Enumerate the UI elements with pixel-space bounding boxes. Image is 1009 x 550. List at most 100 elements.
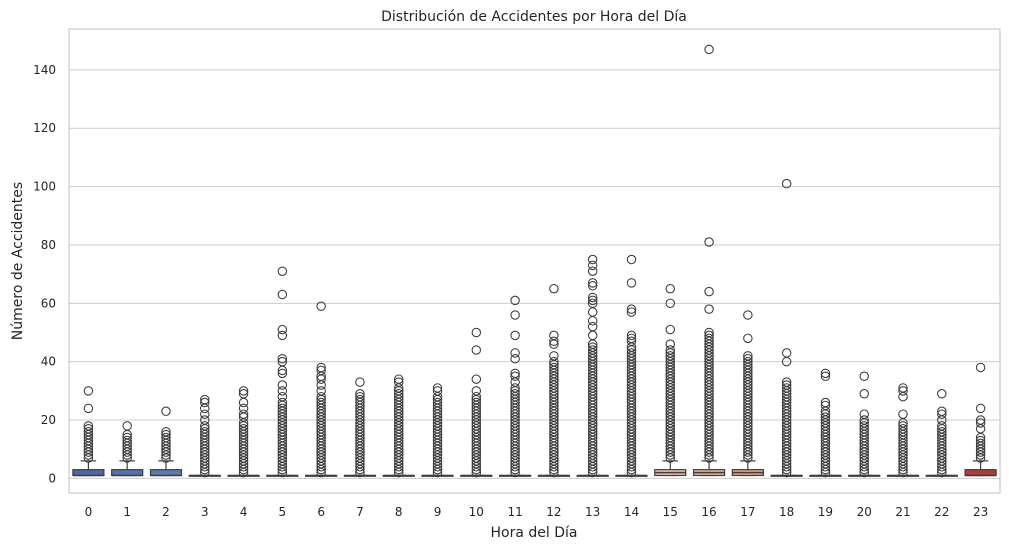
y-tick-label: 60: [41, 296, 56, 310]
outlier-point: [549, 461, 559, 472]
outlier-point: [200, 397, 210, 408]
outlier-point: [704, 453, 714, 463]
box: [72, 469, 105, 477]
box-group-hour-8: [382, 374, 415, 478]
box: [964, 469, 997, 477]
box-group-hour-19: [809, 368, 842, 478]
outlier-point: [161, 453, 171, 463]
box-series: [72, 44, 997, 478]
outlier-point: [471, 345, 482, 355]
chart-title: Distribución de Accidentes por Hora del …: [381, 9, 687, 25]
outlier-point: [238, 467, 249, 478]
outlier-point: [975, 403, 986, 414]
outlier-point: [587, 330, 598, 341]
outlier-point: [626, 461, 637, 472]
outlier-point: [898, 467, 908, 478]
box-group-hour-22: [925, 389, 958, 478]
box-group-hour-18: [770, 178, 803, 478]
x-tick-label: 3: [201, 505, 209, 519]
x-tick-label: 23: [973, 505, 988, 519]
box-group-hour-0: [72, 386, 105, 477]
outlier-point: [665, 447, 676, 457]
outlier-point: [743, 453, 753, 463]
x-tick-label: 9: [434, 505, 442, 519]
x-tick-label: 0: [85, 505, 93, 519]
box-group-hour-20: [848, 371, 881, 478]
outlier-point: [898, 464, 908, 475]
outlier-point: [937, 464, 947, 475]
outlier-point: [743, 450, 753, 460]
outlier-point: [549, 339, 559, 349]
outlier-point: [898, 409, 908, 419]
box-group-hour-7: [343, 377, 377, 478]
outlier-point: [122, 450, 132, 460]
outlier-point: [937, 461, 947, 472]
outlier-point: [665, 298, 676, 309]
outlier-point: [432, 464, 443, 475]
outlier-point: [238, 464, 249, 475]
outlier-point: [626, 307, 637, 317]
outlier-point: [665, 283, 676, 294]
outlier-point: [238, 386, 249, 396]
outlier-point: [316, 467, 326, 478]
outlier-point: [665, 450, 676, 460]
outlier-point: [587, 281, 598, 291]
outlier-point: [898, 386, 908, 396]
outlier-point: [510, 464, 520, 475]
box-group-hour-16: [692, 44, 726, 477]
outlier-point: [277, 289, 288, 300]
box-group-hour-9: [421, 383, 454, 478]
outlier-point: [859, 464, 869, 475]
outlier-point: [587, 254, 598, 265]
outlier-point: [665, 324, 676, 335]
x-tick-label: 1: [123, 505, 131, 519]
outlier-point: [587, 266, 598, 276]
outlier-point: [549, 283, 559, 294]
outlier-point: [277, 368, 288, 379]
outlier-point: [743, 310, 753, 320]
outlier-point: [820, 464, 831, 475]
outlier-point: [277, 266, 288, 276]
outlier-point: [200, 467, 210, 478]
outlier-point: [743, 447, 753, 457]
x-tick-label: 5: [279, 505, 287, 519]
outlier-point: [975, 424, 986, 434]
outlier-point: [161, 447, 171, 457]
x-tick-label: 20: [857, 505, 872, 519]
outlier-point: [859, 371, 869, 382]
outlier-point: [626, 464, 637, 475]
outlier-point: [277, 467, 288, 478]
outlier-point: [510, 348, 520, 358]
x-tick-label: 8: [395, 505, 403, 519]
x-tick-label: 19: [818, 505, 833, 519]
y-tick-label: 20: [41, 413, 56, 427]
x-tick-label: 14: [624, 505, 639, 519]
x-tick-label: 18: [779, 505, 794, 519]
outlier-point: [937, 389, 947, 399]
x-tick-label: 2: [162, 505, 170, 519]
y-tick-label: 120: [33, 121, 56, 135]
x-tick-label: 6: [317, 505, 325, 519]
outlier-point: [859, 389, 869, 399]
outlier-point: [549, 464, 559, 475]
outlier-point: [704, 304, 714, 314]
box-group-hour-3: [188, 394, 221, 478]
box: [149, 469, 183, 477]
outlier-point: [626, 304, 637, 314]
outlier-point: [626, 330, 637, 341]
outlier-point: [393, 461, 404, 472]
box-group-hour-10: [460, 327, 493, 478]
outlier-point: [510, 467, 520, 478]
outlier-point: [355, 461, 365, 472]
x-axis-label: Hora del Día: [491, 525, 578, 541]
y-tick-label: 0: [48, 471, 56, 485]
outlier-point: [937, 409, 947, 419]
outlier-point: [200, 464, 210, 475]
outlier-point: [626, 254, 637, 265]
outlier-point: [83, 453, 94, 463]
outlier-point: [704, 450, 714, 460]
y-gridlines: [69, 69, 1000, 479]
outlier-point: [704, 44, 714, 55]
outlier-point: [898, 461, 908, 472]
outlier-point: [200, 409, 210, 419]
